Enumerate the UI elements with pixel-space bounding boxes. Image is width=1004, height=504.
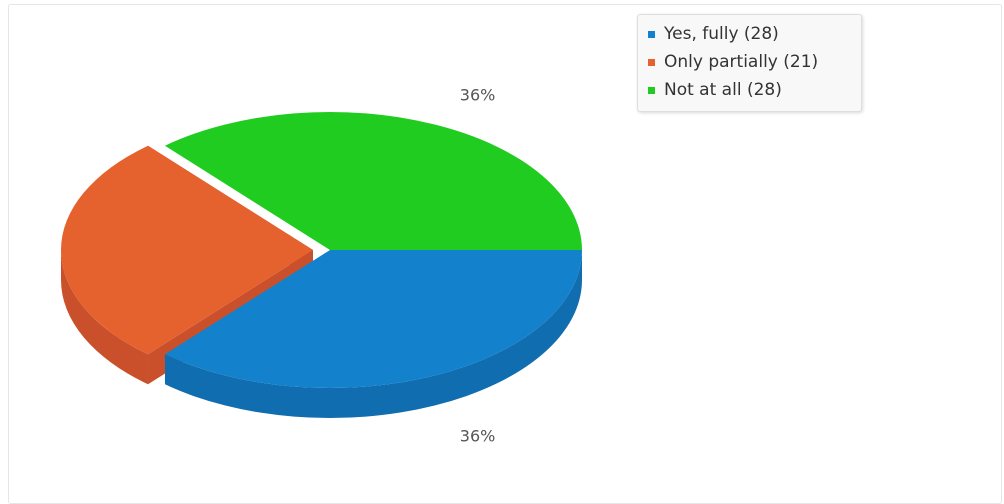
legend: Yes, fully (28) Only partially (21) Not …	[637, 14, 862, 112]
legend-swatch-yes-fully	[648, 30, 655, 38]
legend-item-only-partially[interactable]: Only partially (21)	[648, 48, 861, 76]
legend-label-not-at-all: Not at all (28)	[664, 80, 782, 100]
pie-side-yes-fully	[164, 250, 582, 419]
legend-label-only-partially: Only partially (21)	[664, 52, 819, 72]
pie-side-only-partially	[61, 250, 148, 385]
legend-swatch-not-at-all	[648, 86, 655, 94]
legend-label-yes-fully: Yes, fully (28)	[664, 24, 779, 44]
legend-item-yes-fully[interactable]: Yes, fully (28)	[648, 20, 861, 48]
percent-label-yes-fully: 36%	[460, 427, 496, 446]
pie-tops	[61, 111, 582, 388]
pie-slice-yes-fully[interactable]	[164, 250, 582, 388]
legend-item-not-at-all[interactable]: Not at all (28)	[648, 76, 861, 104]
pie-labels: 36% 27% 36%	[0, 85, 495, 445]
legend-swatch-only-partially	[648, 58, 655, 66]
percent-label-only-partially: 27%	[0, 271, 1, 290]
percent-label-not-at-all: 36%	[460, 85, 496, 104]
pie-slice-not-at-all[interactable]	[164, 111, 582, 251]
pie-slice-only-partially[interactable]	[61, 145, 313, 355]
